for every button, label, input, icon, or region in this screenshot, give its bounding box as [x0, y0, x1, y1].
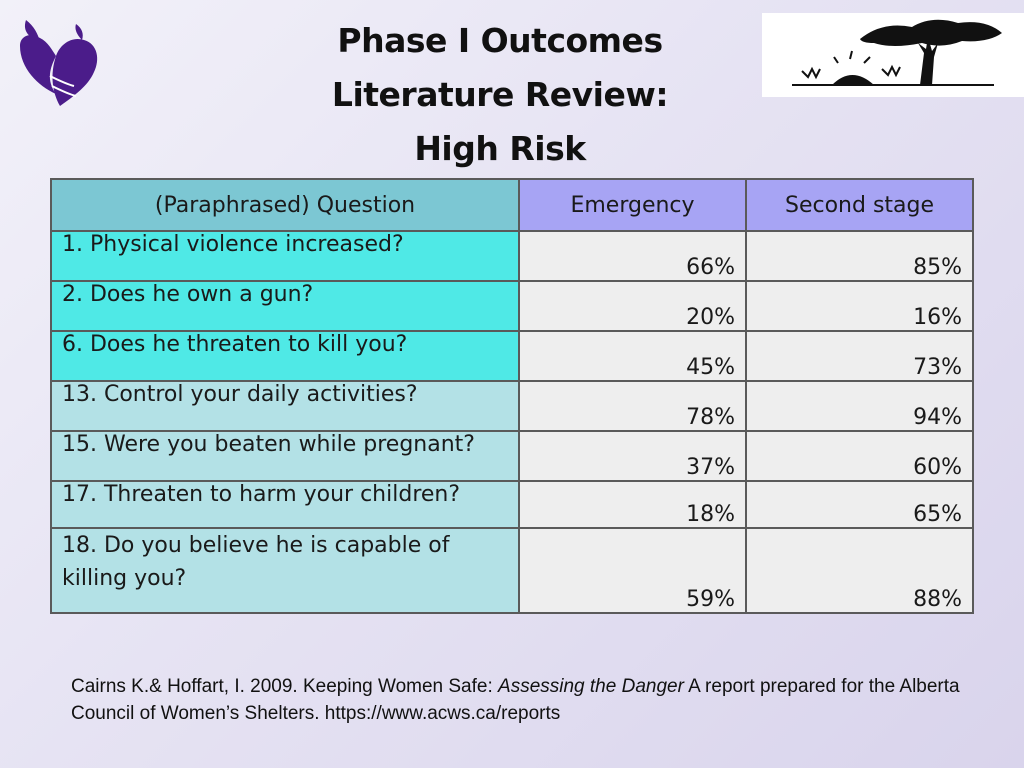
table-row: 18. Do you believe he is capable of kill… — [50, 527, 974, 614]
tree-sunrise-icon — [792, 19, 1002, 86]
purple-heart-hands-logo — [16, 16, 108, 112]
title-line-2: Literature Review: — [331, 75, 669, 114]
emergency-cell: 20% — [518, 280, 747, 332]
question-cell: 2. Does he own a gun? — [50, 280, 520, 332]
second-stage-cell: 16% — [745, 280, 974, 332]
table-row: 6. Does he threaten to kill you? 45% 73% — [50, 330, 974, 382]
table-row: 13. Control your daily activities? 78% 9… — [50, 380, 974, 432]
slide-title: Phase I Outcomes Literature Review: High… — [270, 14, 730, 176]
header-emergency: Emergency — [518, 178, 747, 232]
second-stage-cell: 88% — [745, 527, 974, 614]
table-row: 1. Physical violence increased? 66% 85% — [50, 230, 974, 282]
heart-hands-icon — [20, 20, 98, 106]
emergency-cell: 78% — [518, 380, 747, 432]
table-header-row: (Paraphrased) Question Emergency Second … — [50, 178, 974, 232]
header-second-stage: Second stage — [745, 178, 974, 232]
second-stage-cell: 65% — [745, 480, 974, 529]
second-stage-cell: 94% — [745, 380, 974, 432]
citation-part-1: Cairns K.& Hoffart, I. 2009. Keeping Wom… — [71, 676, 499, 697]
question-cell: 13. Control your daily activities? — [50, 380, 520, 432]
question-cell: 15. Were you beaten while pregnant? — [50, 430, 520, 482]
question-cell: 17. Threaten to harm your children? — [50, 480, 520, 529]
second-stage-cell: 60% — [745, 430, 974, 482]
emergency-cell: 18% — [518, 480, 747, 529]
second-stage-cell: 85% — [745, 230, 974, 282]
citation-text: Cairns K.& Hoffart, I. 2009. Keeping Wom… — [71, 673, 1016, 727]
citation-italic-title: Assessing the Danger — [498, 676, 684, 697]
acacia-tree-sunrise-logo — [762, 13, 1024, 97]
question-cell: 1. Physical violence increased? — [50, 230, 520, 282]
emergency-cell: 66% — [518, 230, 747, 282]
table-row: 15. Were you beaten while pregnant? 37% … — [50, 430, 974, 482]
title-line-3: High Risk — [414, 129, 586, 168]
emergency-cell: 37% — [518, 430, 747, 482]
question-cell: 18. Do you believe he is capable of kill… — [50, 527, 520, 614]
header-question: (Paraphrased) Question — [50, 178, 520, 232]
emergency-cell: 59% — [518, 527, 747, 614]
emergency-cell: 45% — [518, 330, 747, 382]
citation-part-2: A report prepared for the Alberta Counci… — [71, 676, 960, 724]
question-cell: 6. Does he threaten to kill you? — [50, 330, 520, 382]
table-row: 2. Does he own a gun? 20% 16% — [50, 280, 974, 332]
title-line-1: Phase I Outcomes — [337, 21, 663, 60]
second-stage-cell: 73% — [745, 330, 974, 382]
outcomes-table: (Paraphrased) Question Emergency Second … — [50, 178, 974, 614]
table-row: 17. Threaten to harm your children? 18% … — [50, 480, 974, 529]
